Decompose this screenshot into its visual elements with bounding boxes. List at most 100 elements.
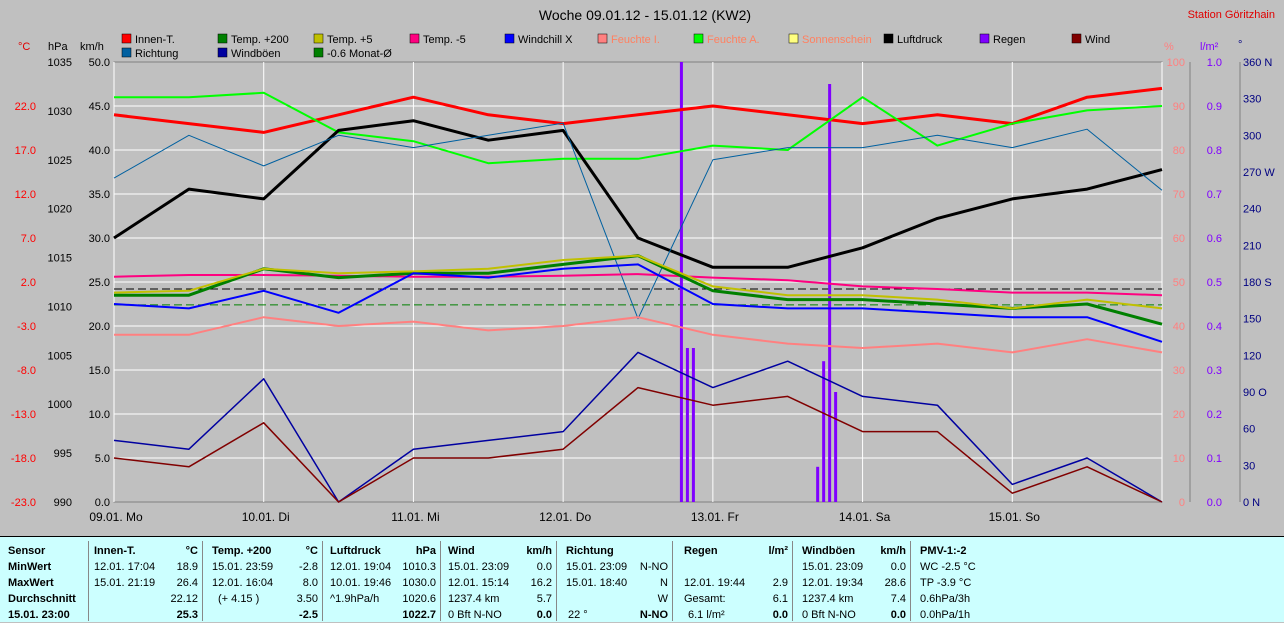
wind-min-time: 15.01. 23:09 <box>448 561 510 573</box>
pressure-max-time: 10.01. 19:46 <box>330 577 392 589</box>
summary-gust-column: Windböen km/h 15.01. 23:09 0.0 12.01. 19:3… <box>798 541 911 621</box>
series-line-windb-en <box>113 351 1163 503</box>
summary-rain-column: Regen l/m² 12.01. 19:44 2.9 Gesamt: 6.1 6.1… <box>680 541 793 621</box>
wind-tick-label: 35.0 <box>89 189 110 201</box>
humidity-tick-label: 90 <box>1173 101 1185 113</box>
x-axis-labels: 09.01. Mo 10.01. Di 11.01. Mi 12.01. Do 13.0… <box>89 510 1040 524</box>
direction-max-value: N <box>660 577 668 589</box>
temp-tick-label: -18.0 <box>11 453 36 465</box>
summary-temp-column: Temp. +200 °C 15.01. 23:59 -2.8 12.01. 16:… <box>208 541 323 621</box>
reference-lines <box>114 288 1162 306</box>
legend-label: Temp. -5 <box>423 34 466 46</box>
legend-swatch <box>1071 33 1082 44</box>
rain-tick-label: 0.3 <box>1207 365 1222 377</box>
humidity-tick-label: 70 <box>1173 189 1185 201</box>
wind-tick-label: 30.0 <box>89 233 110 245</box>
legend-label: -0.6 Monat-Ø <box>327 48 392 60</box>
rain-bar <box>834 392 838 502</box>
rain-total-label: Gesamt: <box>684 593 726 605</box>
legend-label: Feuchte A. <box>707 34 760 46</box>
innen-avg-value: 22.12 <box>170 593 198 605</box>
pmv-trend-3h: 0.6hPa/3h <box>920 593 971 605</box>
humidity-tick-label: 80 <box>1173 145 1185 157</box>
direction-title: Richtung <box>566 545 614 557</box>
legend-label: Windböen <box>231 48 281 60</box>
direction-tick-label: 180 S <box>1243 277 1272 289</box>
legend-label: Luftdruck <box>897 34 943 46</box>
direction-tick-label: 210 <box>1243 240 1261 252</box>
series-line-windchill-x <box>113 263 1163 343</box>
gust-avg-note: 1237.4 km <box>802 593 854 605</box>
humidity-tick-label: 60 <box>1173 233 1185 245</box>
gust-max-value: 28.6 <box>884 577 906 589</box>
direction-tick-label: 300 <box>1243 130 1261 142</box>
legend-swatch <box>121 47 132 58</box>
wind-tick-label: 15.0 <box>89 365 110 377</box>
rain-tick-label: 0.7 <box>1207 189 1222 201</box>
direction-tick-label: 60 <box>1243 424 1255 436</box>
gust-avg-value: 7.4 <box>890 593 906 605</box>
wind-tick-label: 25.0 <box>89 277 110 289</box>
direction-tick-label: 360 N <box>1243 57 1272 69</box>
pressure-tick-label: 1030 <box>48 106 72 118</box>
rain-unit: l/m² <box>768 545 788 557</box>
wind-title: Wind <box>448 545 475 557</box>
rain-current-value: 0.0 <box>772 609 788 621</box>
direction-tick-label: 0 N <box>1243 497 1260 509</box>
pmv-dewpoint: TP -3.9 °C <box>920 577 972 589</box>
avg-label: Durchschnitt <box>8 593 76 605</box>
rain-bar <box>679 62 683 502</box>
temp-tick-label: -8.0 <box>17 365 36 377</box>
temp-max-time: 12.01. 16:04 <box>212 577 274 589</box>
direction-max-time: 15.01. 18:40 <box>566 577 628 589</box>
pressure-tick-label: 1035 <box>48 57 72 69</box>
pressure-tick-label: 1015 <box>48 253 72 265</box>
legend-swatch <box>979 33 990 44</box>
temp-min-time: 15.01. 23:59 <box>212 561 274 573</box>
x-tick-label: 11.01. Mi <box>391 510 439 524</box>
rain-current-note: 6.1 l/m² <box>688 609 725 621</box>
pressure-tick-label: 1000 <box>48 399 72 411</box>
gust-min-value: 0.0 <box>890 561 906 573</box>
rain-tick-label: 0.6 <box>1207 233 1222 245</box>
wind-tick-label: 50.0 <box>89 57 110 69</box>
temp-tick-label: -13.0 <box>11 409 36 421</box>
rain-tick-label: 1.0 <box>1207 57 1222 69</box>
rain-tick-label: 0.4 <box>1207 321 1222 333</box>
direction-current-value: N-NO <box>639 609 668 621</box>
humidity-tick-label: 100 <box>1167 57 1185 69</box>
rain-tick-label: 0.2 <box>1207 409 1222 421</box>
x-tick-label: 14.01. Sa <box>839 510 891 524</box>
station-name: Station Göritzhain <box>1188 9 1275 21</box>
direction-current-note: 22 ° <box>568 609 588 621</box>
legend-label: Sonnenschein <box>802 34 872 46</box>
rain-bar <box>816 466 820 502</box>
wind-axis-unit: km/h <box>80 41 104 53</box>
pmv-title: PMV-1:-2 <box>920 545 967 557</box>
humidity-tick-label: 50 <box>1173 277 1185 289</box>
rain-tick-label: 0.0 <box>1207 497 1222 509</box>
pmv-trend-1h: 0.0hPa/1h <box>920 609 971 621</box>
pressure-tick-label: 1005 <box>48 350 72 362</box>
gust-unit: km/h <box>880 545 906 557</box>
series-lines <box>113 86 1163 503</box>
legend-swatch <box>788 33 799 44</box>
temp-avg-note: (+ 4.15 ) <box>218 593 260 605</box>
rain-axis-unit: l/m² <box>1200 41 1219 53</box>
legend-label: Innen-T. <box>135 34 175 46</box>
temp-tick-label: 22.0 <box>15 101 36 113</box>
legend-swatch <box>693 33 704 44</box>
pressure-current-value: 1022.7 <box>402 609 436 621</box>
direction-tick-label: 150 <box>1243 314 1261 326</box>
pressure-tick-label: 1010 <box>48 301 72 313</box>
legend-label: Wind <box>1085 34 1110 46</box>
chart-title: Woche 09.01.12 - 15.01.12 (KW2) <box>539 7 751 23</box>
pressure-max-value: 1030.0 <box>402 577 436 589</box>
x-tick-label: 13.01. Fr <box>691 510 739 524</box>
pressure-avg-note: ^1.9hPa/h <box>330 593 380 605</box>
rain-tick-label: 0.1 <box>1207 453 1222 465</box>
x-tick-label: 15.01. So <box>989 510 1041 524</box>
legend-swatch <box>217 47 228 58</box>
x-tick-label: 09.01. Mo <box>89 510 143 524</box>
x-tick-label: 12.01. Do <box>539 510 591 524</box>
